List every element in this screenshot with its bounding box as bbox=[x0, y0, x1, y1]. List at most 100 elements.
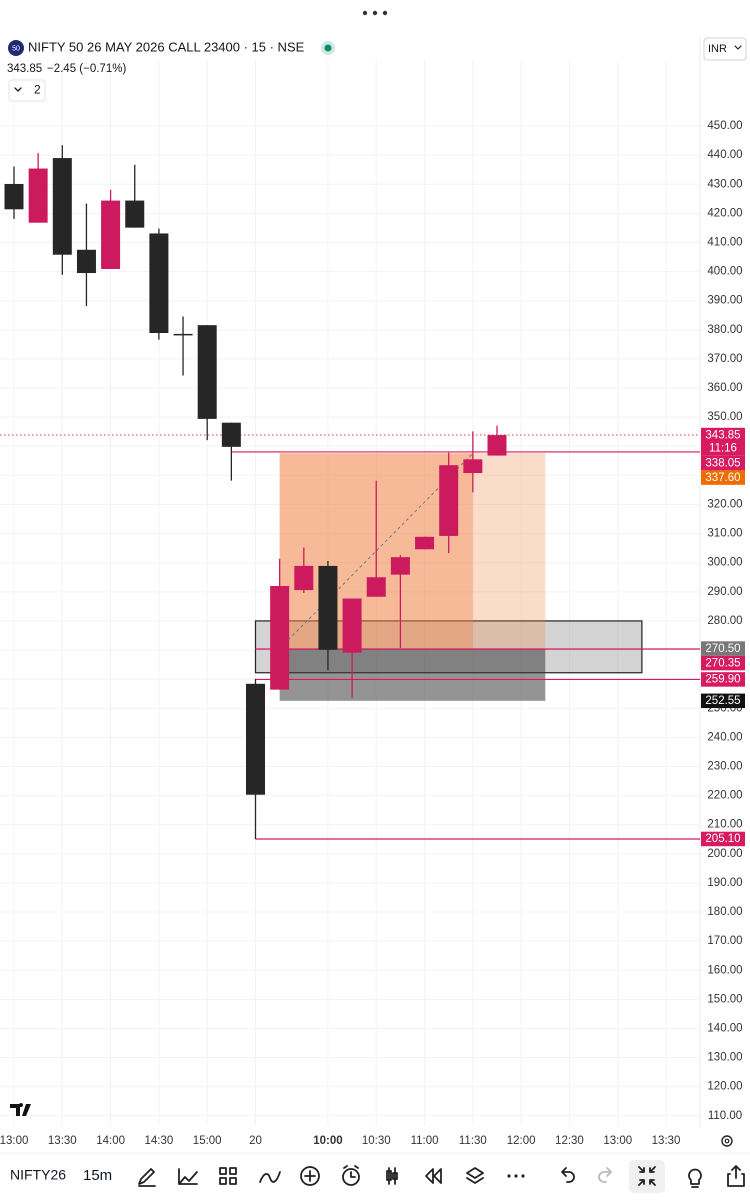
price-label: 338.05 bbox=[705, 457, 740, 469]
more-dot[interactable] bbox=[514, 1174, 518, 1178]
bar-countdown: 11:16 bbox=[709, 442, 737, 454]
fullscreen-bg[interactable] bbox=[629, 1160, 665, 1193]
candle-body bbox=[52, 158, 72, 255]
candle-body bbox=[28, 168, 48, 223]
x-tick-label: 10:00 bbox=[313, 1135, 342, 1147]
candle-body bbox=[415, 536, 435, 550]
redo[interactable] bbox=[598, 1167, 612, 1183]
candle-body bbox=[366, 577, 386, 597]
y-tick-label: 400.00 bbox=[707, 266, 742, 278]
share[interactable] bbox=[727, 1165, 745, 1187]
candle-body bbox=[197, 325, 217, 419]
y-tick-label: 290.00 bbox=[707, 586, 742, 598]
x-tick-label: 13:00 bbox=[0, 1135, 28, 1147]
y-tick-label: 450.00 bbox=[707, 120, 742, 132]
currency: INR bbox=[708, 43, 727, 55]
x-tick-label: 13:00 bbox=[603, 1135, 632, 1147]
layouts[interactable] bbox=[219, 1167, 237, 1185]
y-tick-label: 210.00 bbox=[707, 819, 742, 831]
price-label: 252.55 bbox=[705, 695, 740, 707]
price-label-bg bbox=[701, 455, 745, 471]
y-tick-label: 200.00 bbox=[707, 848, 742, 860]
more-dot[interactable] bbox=[521, 1174, 525, 1178]
axis-settings[interactable] bbox=[721, 1135, 733, 1147]
menu-dot[interactable] bbox=[382, 10, 388, 16]
target-zone-pending bbox=[472, 453, 546, 649]
x-tick-label: 12:00 bbox=[507, 1135, 536, 1147]
indicator-count: 2 bbox=[34, 83, 41, 97]
y-tick-label: 300.00 bbox=[707, 557, 742, 569]
symbol-badge bbox=[8, 40, 24, 56]
y-tick-label: 390.00 bbox=[707, 295, 742, 307]
chart-type[interactable] bbox=[386, 1167, 398, 1185]
x-tick-label: 14:00 bbox=[96, 1135, 125, 1147]
x-tick-label: 15:00 bbox=[193, 1135, 222, 1147]
chevron bbox=[734, 45, 742, 50]
add-icon[interactable] bbox=[300, 1166, 320, 1186]
plot-area: 110.00 120.00 130.00 140.00 150.00 160.00 170.… bbox=[0, 36, 745, 1147]
y-tick-label: 280.00 bbox=[707, 615, 742, 627]
ideas[interactable] bbox=[688, 1168, 702, 1188]
indicator-toggle[interactable] bbox=[8, 79, 46, 102]
y-tick-label: 430.00 bbox=[707, 178, 742, 190]
candle-body bbox=[390, 557, 410, 575]
menu-dot[interactable] bbox=[362, 10, 368, 16]
replay[interactable] bbox=[425, 1168, 442, 1184]
undo[interactable] bbox=[561, 1167, 575, 1183]
y-tick-label: 170.00 bbox=[707, 935, 742, 947]
last-price: 343.85 bbox=[7, 63, 42, 75]
candle-body bbox=[270, 585, 290, 690]
symbol-title[interactable]: NIFTY 50 26 MAY 2026 CALL 23400 · 15 · N… bbox=[28, 39, 305, 54]
object-tree[interactable] bbox=[466, 1167, 484, 1184]
candle-body bbox=[318, 565, 338, 650]
axis-settings-core bbox=[724, 1138, 730, 1144]
compare[interactable] bbox=[259, 1171, 281, 1183]
chevron bbox=[14, 87, 22, 92]
y-tick-label: 220.00 bbox=[707, 790, 742, 802]
price-label-bg bbox=[701, 672, 745, 687]
indicators[interactable] bbox=[178, 1168, 198, 1185]
candle-body bbox=[125, 200, 145, 228]
alert-hands bbox=[343, 1165, 359, 1178]
y-tick-label: 120.00 bbox=[707, 1081, 742, 1093]
currency-box[interactable] bbox=[703, 37, 747, 61]
y-tick-label: 230.00 bbox=[707, 761, 742, 773]
menu-dot[interactable] bbox=[372, 10, 378, 16]
x-tick-label: 10:30 bbox=[362, 1135, 391, 1147]
price-label-bg bbox=[701, 655, 745, 671]
y-tick-label: 380.00 bbox=[707, 324, 742, 336]
price-label-bg bbox=[701, 641, 745, 656]
y-tick-label: 420.00 bbox=[707, 207, 742, 219]
y-tick-label: 130.00 bbox=[707, 1052, 742, 1064]
x-tick-label: 12:30 bbox=[555, 1135, 584, 1147]
y-tick-label: 320.00 bbox=[707, 499, 742, 511]
price-label-bg bbox=[701, 427, 745, 456]
alert[interactable] bbox=[342, 1168, 360, 1186]
candle-body bbox=[246, 683, 265, 795]
market-status-dot bbox=[324, 44, 332, 52]
y-tick-label: 350.00 bbox=[707, 411, 742, 423]
x-tick-label: 11:30 bbox=[459, 1135, 487, 1147]
y-tick-label: 360.00 bbox=[707, 382, 742, 394]
price-change: −2.45 (−0.71%) bbox=[47, 63, 126, 75]
y-tick-label: 160.00 bbox=[707, 964, 742, 976]
toolbar-symbol[interactable]: NIFTY26 bbox=[10, 1167, 66, 1183]
toolbar-interval[interactable]: 15m bbox=[83, 1167, 112, 1184]
candle-body bbox=[487, 435, 507, 456]
y-tick-label: 140.00 bbox=[707, 1023, 742, 1035]
draw-tool[interactable] bbox=[138, 1168, 156, 1187]
y-tick-label: 180.00 bbox=[707, 906, 742, 918]
toolbar-icons bbox=[138, 1160, 745, 1193]
price-label-bg bbox=[701, 693, 745, 709]
tv-logo bbox=[10, 1103, 31, 1116]
candle-body bbox=[439, 465, 459, 536]
price-label: 205.10 bbox=[705, 833, 740, 845]
more-dot[interactable] bbox=[507, 1174, 511, 1178]
x-tick-label: 13:30 bbox=[48, 1135, 77, 1147]
y-tick-label: 110.00 bbox=[708, 1110, 742, 1122]
x-tick-label: 20 bbox=[249, 1135, 262, 1147]
x-tick-label: 13:30 bbox=[652, 1135, 681, 1147]
candle-body bbox=[149, 233, 169, 334]
